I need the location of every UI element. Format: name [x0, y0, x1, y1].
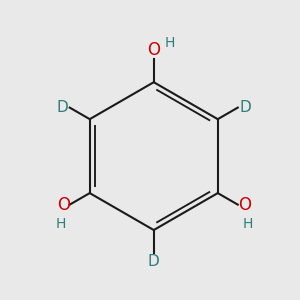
Text: H: H — [164, 36, 175, 50]
Text: H: H — [55, 217, 66, 231]
Text: O: O — [57, 196, 70, 214]
Text: D: D — [148, 254, 160, 269]
Text: O: O — [238, 196, 251, 214]
Text: O: O — [147, 41, 160, 59]
Text: D: D — [56, 100, 68, 115]
Text: D: D — [240, 100, 251, 115]
Text: H: H — [242, 217, 253, 231]
